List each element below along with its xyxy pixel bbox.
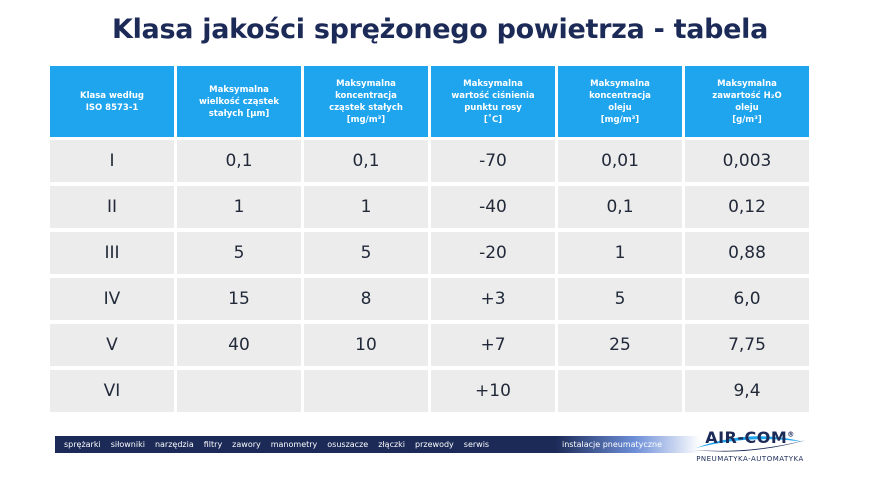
table-cell: 0,003 — [685, 140, 809, 182]
table-cell: 0,1 — [177, 140, 301, 182]
table-cell: 7,75 — [685, 324, 809, 366]
footer-tagline: instalacje pneumatyczne — [562, 440, 663, 449]
header-oil-concentration-line4: [mg/m³] — [600, 114, 640, 125]
table-cell-class: II — [50, 186, 174, 228]
footer-nav-link[interactable]: sprężarki — [64, 440, 101, 449]
table-cell: 5 — [304, 232, 428, 274]
header-particle-concentration: Maksymalna koncentracja cząstek stałych [mg… — [304, 66, 428, 137]
header-class-line2: ISO 8573-1 — [85, 102, 139, 113]
table-cell: 0,1 — [558, 186, 682, 228]
header-dew-point: Maksymalna wartość ciśnienia punktu rosy [˚… — [431, 66, 555, 137]
table-cell: 0,1 — [304, 140, 428, 182]
table-cell-class: III — [50, 232, 174, 274]
table-cell: 5 — [177, 232, 301, 274]
table-cell: 25 — [558, 324, 682, 366]
table-cell: 1 — [304, 186, 428, 228]
table-cell: +3 — [431, 278, 555, 320]
header-dew-point-line1: Maksymalna — [463, 78, 523, 89]
table-cell — [177, 370, 301, 412]
logo-subtitle: PNEUMATYKA-AUTOMATYKA — [696, 455, 804, 463]
header-dew-point-line4: [˚C] — [483, 114, 503, 125]
logo-swoosh-icon — [694, 436, 806, 452]
logo-name-text: AIR-COM — [705, 428, 788, 447]
header-particle-concentration-line3: cząstek stałych — [329, 102, 403, 113]
footer-nav-link[interactable]: narzędzia — [154, 440, 194, 449]
air-com-logo[interactable]: AIR-COM® PNEUMATYKA-AUTOMATYKA — [690, 428, 810, 468]
header-oil-concentration-line2: koncentracja — [589, 90, 651, 101]
header-oil-concentration-line1: Maksymalna — [590, 78, 650, 89]
table-cell: -40 — [431, 186, 555, 228]
footer-nav-link[interactable]: manometry — [270, 440, 318, 449]
header-water-content: Maksymalna zawartość H₂O oleju [g/m³] — [685, 66, 809, 137]
page-title: Klasa jakości sprężonego powietrza - tab… — [111, 14, 769, 45]
header-oil-concentration: Maksymalna koncentracja oleju [mg/m³] — [558, 66, 682, 137]
logo-name: AIR-COM® — [690, 428, 810, 447]
table-cell: 6,0 — [685, 278, 809, 320]
header-particle-size: Maksymalna wielkość cząstek stałych [µm] — [177, 66, 301, 137]
table-cell: +7 — [431, 324, 555, 366]
table-cell: 1 — [558, 232, 682, 274]
header-water-content-line4: [g/m³] — [732, 114, 762, 125]
footer-nav: sprężarki siłowniki narzędzia filtry zaw… — [64, 436, 489, 453]
header-particle-concentration-line4: [mg/m³] — [346, 114, 386, 125]
header-particle-size-line2: wielkość cząstek — [198, 96, 280, 107]
footer-bar — [55, 436, 555, 453]
table-cell: 0,01 — [558, 140, 682, 182]
table-cell: 0,88 — [685, 232, 809, 274]
table-cell: 1 — [177, 186, 301, 228]
table-cell — [558, 370, 682, 412]
table-cell: 9,4 — [685, 370, 809, 412]
table-cell — [304, 370, 428, 412]
quality-table: Klasa według ISO 8573-1 Maksymalna wielkoś… — [50, 66, 809, 416]
header-particle-size-line3: stałych [µm] — [208, 108, 270, 119]
table-cell-class: IV — [50, 278, 174, 320]
header-particle-size-line1: Maksymalna — [209, 84, 269, 95]
header-oil-concentration-line3: oleju — [608, 102, 632, 113]
header-class-line1: Klasa według — [80, 90, 144, 101]
footer-nav-link[interactable]: osuszacze — [327, 440, 369, 449]
footer-nav-link[interactable]: serwis — [463, 440, 490, 449]
table-cell: 40 — [177, 324, 301, 366]
header-water-content-line2: zawartość H₂O — [712, 90, 782, 101]
header-water-content-line3: oleju — [735, 102, 759, 113]
table-cell: 0,12 — [685, 186, 809, 228]
footer-nav-link[interactable]: siłowniki — [110, 440, 145, 449]
table-cell: +10 — [431, 370, 555, 412]
table-cell: 10 — [304, 324, 428, 366]
header-dew-point-line3: punktu rosy — [464, 102, 522, 113]
header-particle-concentration-line2: koncentracja — [335, 90, 397, 101]
footer-nav-link[interactable]: przewody — [415, 440, 454, 449]
logo-registered-mark: ® — [787, 430, 795, 439]
header-class: Klasa według ISO 8573-1 — [50, 66, 174, 137]
table-cell: -20 — [431, 232, 555, 274]
header-dew-point-line2: wartość ciśnienia — [451, 90, 535, 101]
table-cell-class: VI — [50, 370, 174, 412]
footer-nav-link[interactable]: złączki — [378, 440, 406, 449]
header-particle-concentration-line1: Maksymalna — [336, 78, 396, 89]
table-cell: 15 — [177, 278, 301, 320]
table-cell: -70 — [431, 140, 555, 182]
footer-nav-link[interactable]: filtry — [203, 440, 223, 449]
table-cell-class: I — [50, 140, 174, 182]
table-cell-class: V — [50, 324, 174, 366]
header-water-content-line1: Maksymalna — [717, 78, 777, 89]
table-cell: 5 — [558, 278, 682, 320]
table-cell: 8 — [304, 278, 428, 320]
footer-nav-link[interactable]: zawory — [232, 440, 261, 449]
footer-gradient — [555, 436, 700, 453]
